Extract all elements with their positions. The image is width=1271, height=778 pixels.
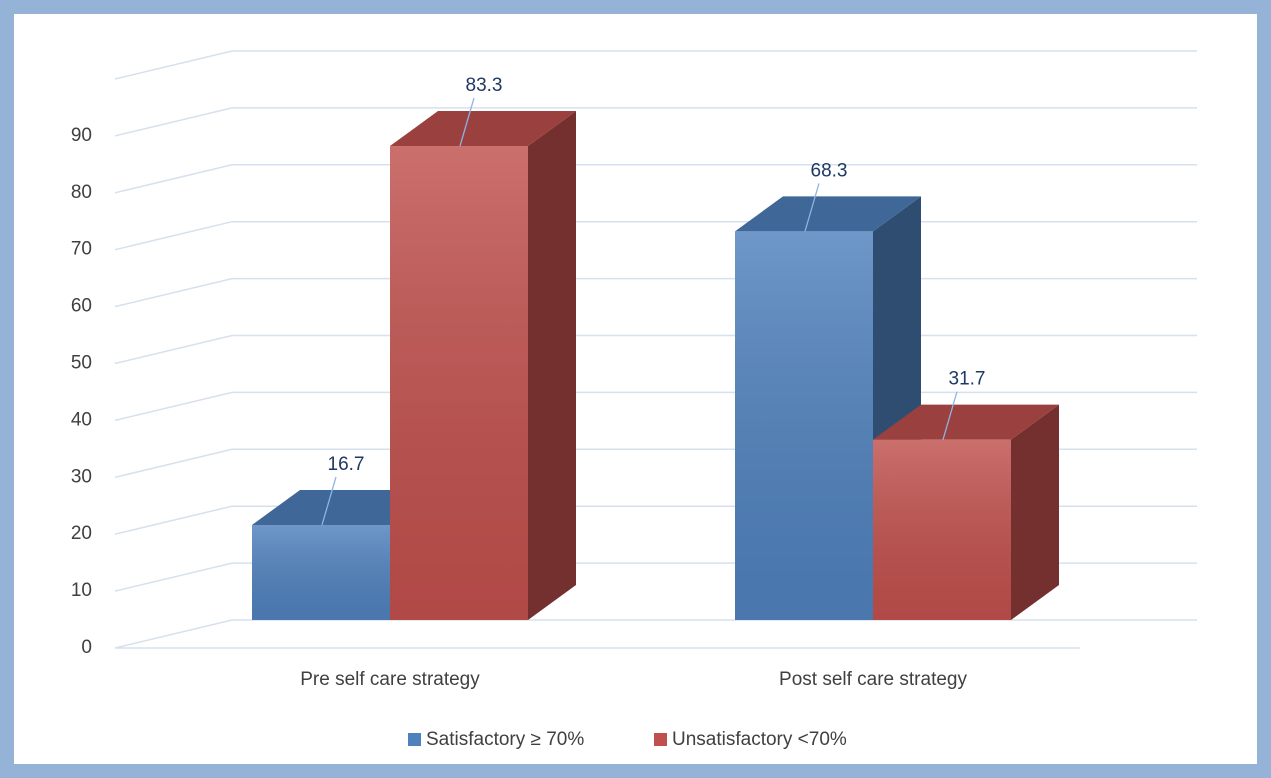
y-tick-label: 60 (71, 296, 92, 317)
y-tick-label: 80 (71, 182, 92, 203)
legend-swatch (654, 733, 667, 746)
y-tick-label: 10 (71, 580, 92, 601)
wall-edge (114, 50, 1197, 80)
bar-shine (390, 146, 528, 620)
data-label: 83.3 (466, 75, 503, 96)
data-label: 68.3 (811, 160, 848, 181)
x-tick-label: Pre self care strategy (300, 669, 480, 690)
legend-label: Satisfactory ≥ 70% (426, 729, 584, 750)
data-label: 16.7 (328, 454, 365, 475)
x-tick-label: Post self care strategy (779, 669, 967, 690)
bar-side (1011, 404, 1059, 620)
bar-shine (252, 524, 390, 620)
legend-swatch (408, 733, 421, 746)
data-label: 31.7 (949, 369, 986, 390)
leader-line (459, 97, 475, 147)
leader-line (942, 391, 958, 440)
leader-line (321, 476, 337, 526)
bar-top (735, 196, 921, 232)
y-tick-label: 30 (71, 466, 92, 487)
y-tick-label: 20 (71, 523, 92, 544)
bar-top (390, 111, 576, 147)
y-tick-label: 90 (71, 125, 92, 146)
bar-top (873, 404, 1059, 440)
y-tick-label: 0 (81, 637, 92, 658)
y-tick-label: 40 (71, 409, 92, 430)
leader-line (804, 183, 820, 232)
y-tick-label: 50 (71, 353, 92, 374)
legend-label: Unsatisfactory <70% (672, 729, 847, 750)
bar-shine (873, 439, 1011, 620)
grid-line (114, 107, 1197, 137)
y-tick-label: 70 (71, 239, 92, 260)
bar-side (528, 111, 576, 620)
bar-shine (735, 231, 873, 621)
grid-line (114, 164, 1197, 194)
